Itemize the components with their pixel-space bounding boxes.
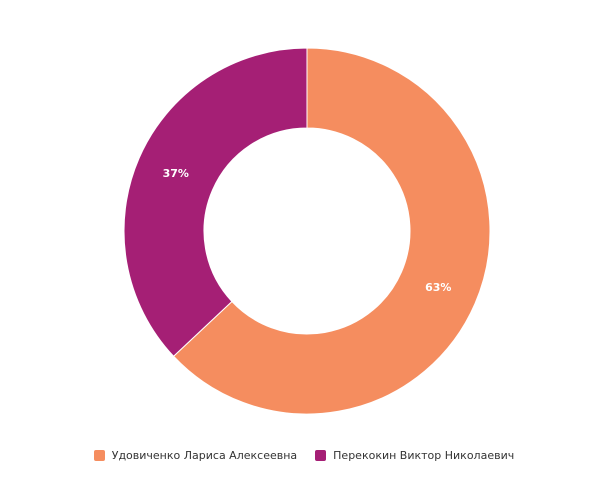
chart-legend: Удовиченко Лариса Алексеевна Перекокин В…	[0, 449, 608, 462]
legend-label: Удовиченко Лариса Алексеевна	[111, 449, 298, 462]
donut-slice-0[interactable]	[172, 47, 491, 415]
donut-slice-label-0: 63%	[425, 281, 451, 294]
donut-slice-label-1: 37%	[163, 167, 189, 180]
donut-chart-canvas: 63% 37%	[123, 47, 491, 415]
legend-item-perekokin[interactable]: Перекокин Виктор Николаевич	[315, 449, 514, 462]
legend-swatch	[93, 450, 105, 461]
donut-slice-1[interactable]	[123, 47, 308, 357]
legend-swatch	[315, 450, 327, 461]
legend-label: Перекокин Виктор Николаевич	[333, 449, 515, 462]
legend-item-udovichenko[interactable]: Удовиченко Лариса Алексеевна	[93, 449, 298, 462]
